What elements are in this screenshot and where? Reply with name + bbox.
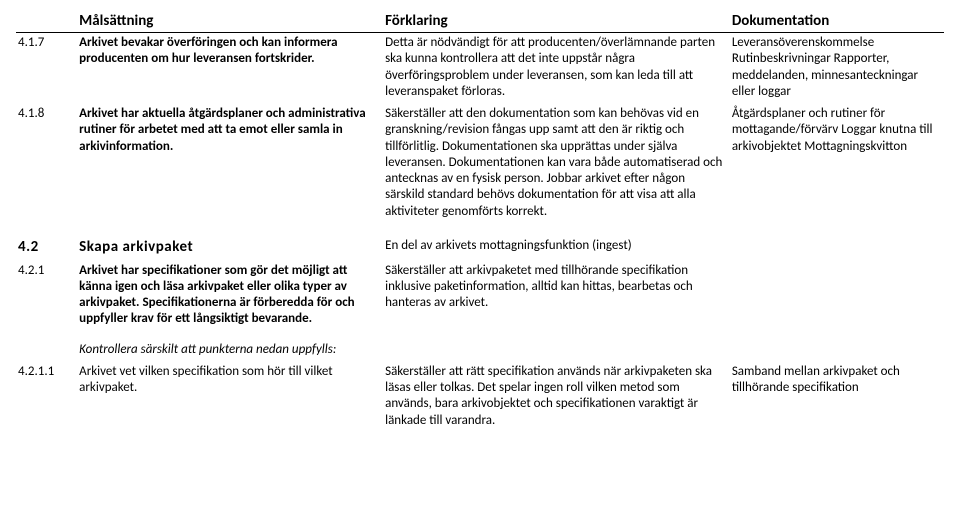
table-row: 4.1.8 Arkivet har aktuella åtgärdsplaner… <box>16 104 944 224</box>
row-goal: Arkivet har specifikationer som gör det … <box>77 261 383 332</box>
row-doc <box>730 261 944 332</box>
row-goal: Arkivet vet vilken specifikation som hör… <box>77 362 383 433</box>
table-row: 4.2.1.1 Arkivet vet vilken specifikation… <box>16 362 944 433</box>
table-header-row: Målsättning Förklaring Dokumentation <box>16 10 944 33</box>
table-row: 4.1.7 Arkivet bevakar överföringen och k… <box>16 33 944 105</box>
requirements-table: Målsättning Förklaring Dokumentation 4.1… <box>16 10 944 433</box>
row-explain: Säkerställer att den dokumentation som k… <box>383 104 730 224</box>
row-explain: Detta är nödvändigt för att producenten/… <box>383 33 730 105</box>
row-goal: Arkivet har aktuella åtgärdsplaner och a… <box>77 104 383 224</box>
row-id: 4.1.8 <box>16 104 77 224</box>
header-explain: Förklaring <box>383 10 730 33</box>
section-row: 4.2 Skapa arkivpaket En del av arkivets … <box>16 224 944 261</box>
row-doc: Samband mellan arkivpaket och tillhörand… <box>730 362 944 433</box>
subhead-row: Kontrollera särskilt att punkterna nedan… <box>16 332 944 362</box>
row-doc: Leveransöverenskommelse Rutinbeskrivning… <box>730 33 944 105</box>
section-doc <box>730 224 944 261</box>
row-id: 4.1.7 <box>16 33 77 105</box>
header-doc: Dokumentation <box>730 10 944 33</box>
row-explain: Säkerställer att arkivpaketet med tillhö… <box>383 261 730 332</box>
subhead-empty <box>16 332 77 362</box>
section-id: 4.2 <box>16 224 77 261</box>
subhead-text: Kontrollera särskilt att punkterna nedan… <box>77 332 944 362</box>
row-id: 4.2.1.1 <box>16 362 77 433</box>
row-id: 4.2.1 <box>16 261 77 332</box>
row-doc: Åtgärdsplaner och rutiner för mottagande… <box>730 104 944 224</box>
header-goal: Målsättning <box>77 10 383 33</box>
section-title: Skapa arkivpaket <box>77 224 383 261</box>
section-explain: En del av arkivets mottagningsfunktion (… <box>383 224 730 261</box>
row-explain: Säkerställer att rätt specifikation anvä… <box>383 362 730 433</box>
table-row: 4.2.1 Arkivet har specifikationer som gö… <box>16 261 944 332</box>
row-goal: Arkivet bevakar överföringen och kan inf… <box>77 33 383 105</box>
header-id <box>16 10 77 33</box>
